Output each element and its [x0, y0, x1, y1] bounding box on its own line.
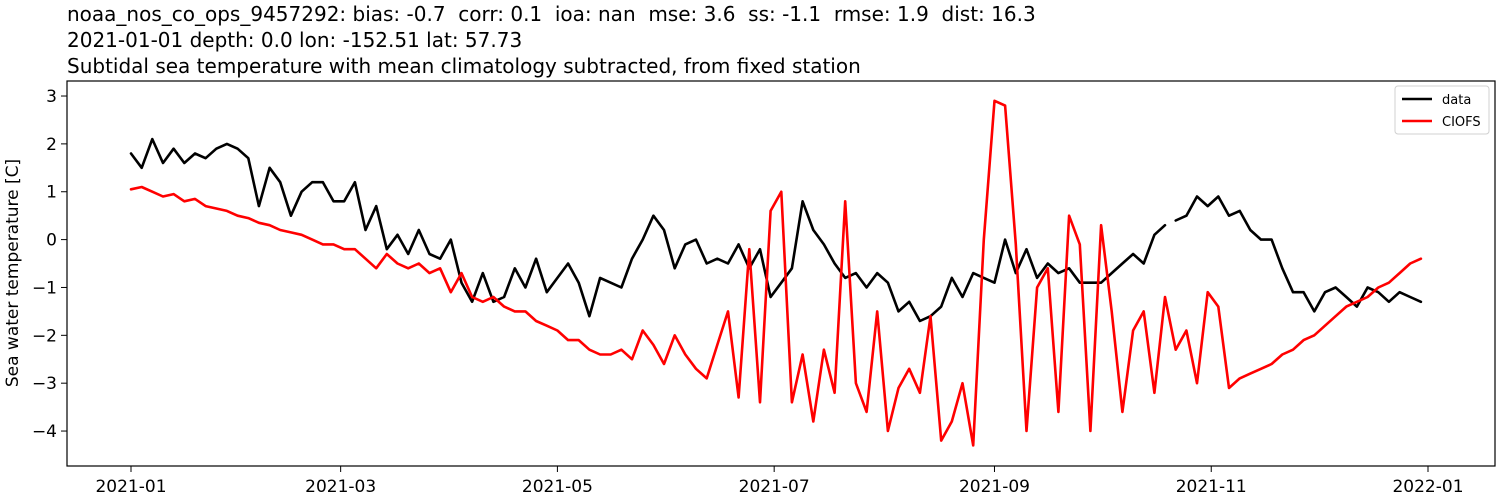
x-tick-label: 2021-01: [95, 477, 166, 497]
plot-area: [67, 81, 1495, 466]
legend-label-ciofs: CIOFS: [1442, 115, 1481, 130]
chart-title-stats: noaa_nos_co_ops_9457292: bias: -0.7 corr…: [67, 2, 1036, 26]
x-tick-label: 2021-03: [305, 477, 376, 497]
legend: data CIOFS: [1394, 85, 1490, 135]
series-line-data: [129, 137, 1167, 323]
x-tick-label: 2021-07: [739, 477, 810, 497]
y-tick-label: −4: [32, 422, 57, 442]
series-line-data: [1174, 195, 1423, 313]
y-tick-label: 2: [46, 135, 57, 155]
y-tick-label: 3: [46, 87, 57, 107]
series-line-ciofs: [129, 99, 1423, 447]
y-tick-label: −2: [32, 326, 57, 346]
x-tick-label: 2021-05: [522, 477, 593, 497]
chart-title-location: 2021-01-01 depth: 0.0 lon: -152.51 lat: …: [67, 28, 523, 52]
x-tick-label: 2021-09: [959, 477, 1030, 497]
plot-background: [67, 81, 1495, 466]
x-tick-label: 2021-11: [1176, 477, 1247, 497]
series-layer: [129, 99, 1423, 447]
y-tick-label: −3: [32, 374, 57, 394]
y-tick-label: 1: [46, 183, 57, 203]
chart-title-description: Subtidal sea temperature with mean clima…: [67, 54, 861, 78]
y-axis: 3 2 1 0 −1 −2 −3 −4: [32, 87, 67, 442]
x-tick-label: 2022-01: [1392, 477, 1463, 497]
legend-label-data: data: [1442, 93, 1471, 108]
y-axis-label: Sea water temperature [C]: [3, 159, 23, 387]
y-tick-label: −1: [32, 278, 57, 298]
y-tick-label: 0: [46, 231, 57, 251]
x-axis: 2021-01 2021-03 2021-05 2021-07 2021-09 2021-…: [95, 466, 1464, 497]
axes-frame: [66, 80, 1496, 467]
